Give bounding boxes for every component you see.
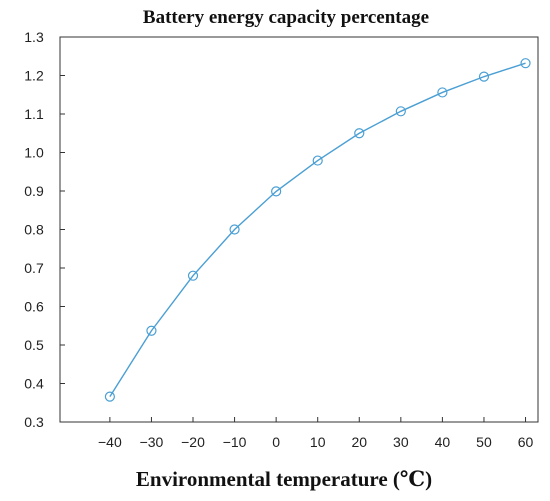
data-point [520, 58, 531, 69]
y-tick-label: 0.8 [24, 222, 44, 238]
series-line [109, 62, 526, 397]
series-layer [104, 58, 531, 402]
data-point [478, 71, 490, 82]
x-tick-label: 50 [476, 434, 492, 450]
x-tick-label: 20 [351, 434, 367, 450]
y-tick-label: 0.4 [24, 376, 44, 392]
y-tick-label: 0.5 [24, 337, 44, 353]
x-axis-label: Environmental temperature (℃) [136, 467, 432, 491]
x-tick-label: −10 [223, 434, 247, 450]
x-tick-label: 10 [310, 434, 326, 450]
x-tick-label: 40 [435, 434, 451, 450]
data-point [229, 224, 240, 235]
chart-title: Battery energy capacity percentage [143, 7, 429, 28]
y-tick-label: 1.3 [24, 29, 44, 45]
y-tick-label: 1.1 [24, 106, 44, 122]
y-tick-label: 0.9 [24, 183, 44, 199]
y-axis: 0.3 0.4 0.5 0.6 0.7 0.8 0.9 1.0 1.1 1.2 1.3 [24, 29, 65, 430]
y-tick-label: 0.3 [24, 414, 44, 430]
plot-frame [59, 36, 539, 423]
data-point [437, 87, 448, 98]
data-point [187, 270, 199, 281]
y-tick-label: 1.2 [24, 68, 44, 84]
data-point [271, 186, 282, 197]
x-axis: −40 −30 −20 −10 0 10 20 30 40 50 60 [98, 417, 534, 450]
data-point [395, 106, 406, 117]
data-point [104, 391, 115, 402]
data-point [354, 128, 365, 139]
y-tick-label: 1.0 [24, 145, 44, 161]
y-tick-label: 0.6 [24, 299, 44, 315]
data-point [146, 325, 157, 336]
x-tick-label: −40 [98, 434, 122, 450]
x-tick-label: −30 [140, 434, 164, 450]
data-point [312, 155, 323, 166]
x-tick-label: 60 [518, 434, 534, 450]
y-tick-label: 0.7 [24, 260, 44, 276]
x-tick-label: 0 [272, 434, 280, 450]
x-tick-label: 30 [393, 434, 409, 450]
x-tick-label: −20 [181, 434, 205, 450]
